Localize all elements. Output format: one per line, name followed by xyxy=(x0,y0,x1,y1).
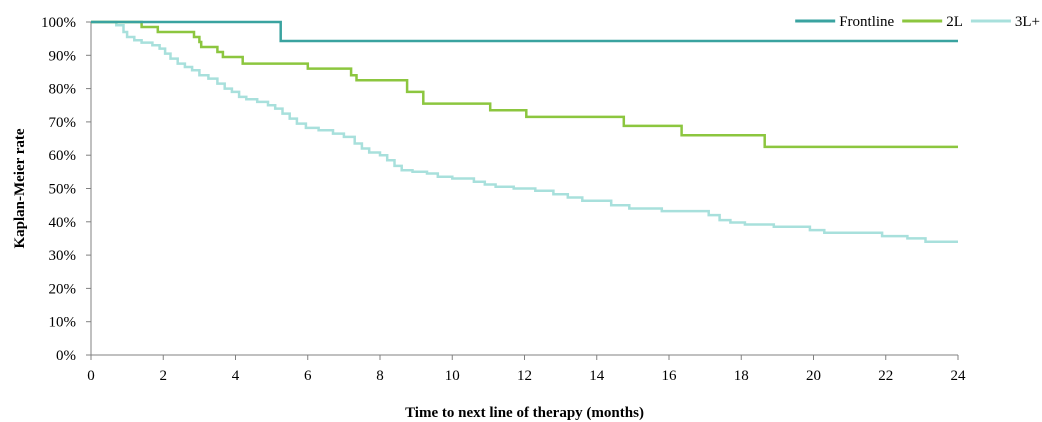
y-tick-label: 20% xyxy=(49,281,77,297)
x-tick-label: 14 xyxy=(589,368,605,384)
tick-marks xyxy=(86,21,959,360)
legend: Frontline 2L 3L+ xyxy=(795,14,1040,30)
series-line-3l xyxy=(91,20,958,244)
x-tick-label: 22 xyxy=(878,368,893,384)
series-line-frontline xyxy=(91,20,958,43)
y-tick-label: 100% xyxy=(41,15,76,31)
legend-label-2l: 2L xyxy=(946,14,963,30)
y-tick-label: 50% xyxy=(49,182,77,198)
x-tick-label: 12 xyxy=(517,368,532,384)
y-tick-label: 30% xyxy=(49,248,77,264)
x-tick-label: 6 xyxy=(304,368,312,384)
x-tick-label: 16 xyxy=(662,368,678,384)
x-tick-label: 24 xyxy=(951,368,967,384)
series-lines xyxy=(91,20,958,244)
y-tick-label: 10% xyxy=(49,315,77,331)
y-tick-label: 80% xyxy=(49,82,77,98)
y-tick-label: 90% xyxy=(49,48,77,64)
x-tick-label: 8 xyxy=(376,368,384,384)
x-tick-label: 20 xyxy=(806,368,821,384)
y-tick-label: 40% xyxy=(49,215,77,231)
x-tick-label: 2 xyxy=(160,368,168,384)
x-tick-label: 0 xyxy=(87,368,95,384)
x-tick-label: 10 xyxy=(445,368,460,384)
y-axis-title: Kaplan-Meier rate xyxy=(12,128,28,248)
x-tick-labels: 0 2 4 6 8 10 12 14 16 18 20 22 24 xyxy=(87,368,966,384)
y-tick-label: 0% xyxy=(56,348,76,364)
y-tick-labels: 0% 10% 20% 30% 40% 50% 60% 70% 80% 90% 100% xyxy=(41,15,76,364)
legend-label-3l: 3L+ xyxy=(1015,14,1040,30)
x-tick-label: 18 xyxy=(734,368,749,384)
x-tick-label: 4 xyxy=(232,368,240,384)
y-tick-label: 60% xyxy=(49,148,77,164)
series-line-2l xyxy=(91,20,958,149)
legend-label-frontline: Frontline xyxy=(839,14,894,30)
y-tick-label: 70% xyxy=(49,115,77,131)
x-axis-title: Time to next line of therapy (months) xyxy=(405,405,644,421)
